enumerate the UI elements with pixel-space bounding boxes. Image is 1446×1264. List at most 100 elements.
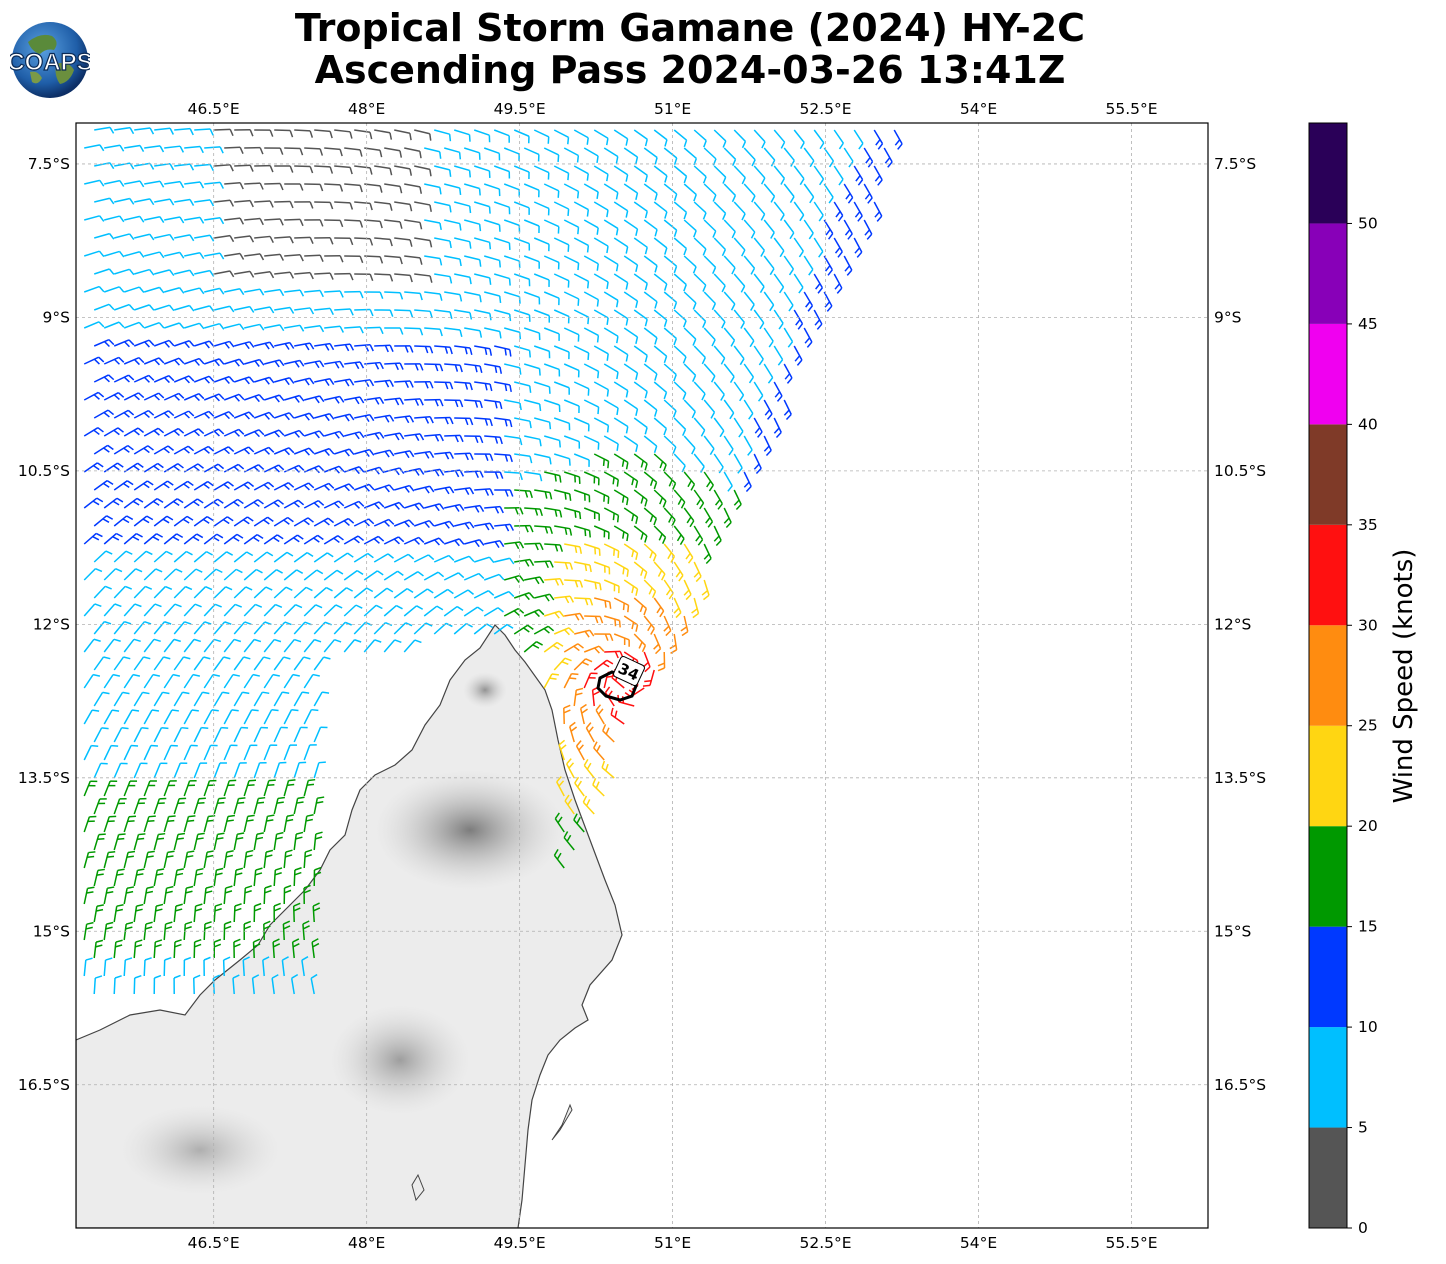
wind-barb (243, 533, 264, 545)
wind-barb (133, 480, 154, 491)
wind-barb (133, 515, 154, 527)
wind-barb (474, 417, 493, 427)
wind-barb (183, 533, 204, 545)
wind-barb (173, 797, 187, 815)
wind-barb (623, 615, 639, 632)
wind-barb (403, 536, 425, 545)
wind-barb (493, 237, 511, 250)
wind-barb (93, 868, 105, 887)
wind-barb (233, 867, 244, 887)
wind-barb (303, 884, 311, 905)
wind-barb (384, 362, 404, 371)
wind-barb (263, 885, 272, 905)
lat-tick-label-left: 12°S (33, 615, 70, 633)
wind-barb (183, 603, 202, 617)
wind-barb (293, 447, 315, 456)
wind-barb (394, 345, 414, 353)
wind-barb (703, 543, 712, 565)
wind-barb (113, 339, 135, 348)
wind-barb (193, 867, 204, 887)
wind-barb (193, 375, 215, 384)
wind-barb (183, 709, 199, 725)
wind-barb (93, 409, 115, 419)
wind-barb (413, 588, 434, 599)
wind-barb (253, 867, 263, 887)
wind-barb (333, 517, 355, 527)
lat-tick-label-right: 16.5°S (1214, 1076, 1266, 1094)
wind-barb (153, 339, 175, 348)
wind-barb (793, 309, 804, 330)
wind-barb (653, 417, 668, 436)
wind-barb (533, 625, 555, 635)
wind-barb (603, 291, 619, 308)
wind-barb (183, 850, 195, 869)
wind-barb (123, 568, 143, 581)
wind-barb (642, 669, 655, 687)
wind-barb (613, 165, 629, 182)
colorbar-bin (1309, 1027, 1347, 1128)
wind-barb (693, 417, 706, 437)
wind-barb (133, 656, 151, 671)
wind-barb (214, 234, 235, 243)
madagascar-land (76, 624, 623, 1228)
wind-barb (553, 237, 570, 252)
wind-barb (713, 489, 723, 510)
wind-barb (813, 129, 825, 150)
wind-barb (464, 470, 484, 479)
wind-barb (683, 291, 697, 310)
wind-barb (463, 147, 481, 160)
wind-barb (433, 554, 455, 563)
wind-barb (104, 215, 125, 223)
wind-barb (553, 417, 571, 431)
wind-barb (113, 515, 134, 527)
wind-barb (424, 147, 442, 159)
wind-barb (373, 518, 395, 527)
wind-barb (274, 306, 295, 314)
gridlines (76, 123, 1208, 1228)
wind-barb (454, 129, 471, 142)
wind-barb (251, 974, 260, 995)
wind-barb (123, 321, 145, 329)
wind-barb (484, 363, 503, 374)
wind-barb (423, 605, 444, 617)
wind-barb (223, 779, 237, 797)
wind-barb (333, 483, 355, 492)
wind-barb (223, 920, 232, 941)
wind-barb (304, 254, 324, 262)
wind-barb (143, 533, 163, 545)
wind-barb (653, 633, 662, 655)
wind-barb (174, 127, 194, 136)
wind-barb (263, 709, 279, 725)
lon-tick-label-top: 48°E (348, 100, 385, 118)
wind-barb (123, 392, 145, 401)
wind-barb (653, 201, 668, 219)
wind-barb (523, 147, 540, 162)
wind-barb (583, 507, 600, 521)
wind-barb (313, 796, 325, 815)
wind-barb (283, 569, 304, 581)
wind-barb (873, 129, 884, 150)
wind-barb (133, 620, 152, 635)
wind-barb (294, 342, 315, 351)
wind-barb (114, 268, 135, 276)
wind-barb (743, 183, 756, 203)
wind-barb (284, 183, 304, 191)
wind-barb (783, 291, 794, 312)
wind-barb (657, 651, 666, 672)
lat-tick-label-left: 16.5°S (18, 1076, 70, 1094)
wind-barb (823, 255, 833, 276)
wind-barb (464, 504, 485, 513)
wind-barb (723, 147, 737, 167)
colorbar-bin (1309, 424, 1347, 525)
colorbar-frame (1308, 122, 1348, 1229)
wind-barb (344, 396, 365, 405)
wind-barb (123, 850, 136, 869)
wind-barb (603, 579, 620, 594)
wind-barb (213, 656, 231, 671)
wind-barb (153, 621, 172, 635)
wind-barb (583, 219, 599, 235)
wind-barb (414, 345, 434, 354)
wind-barb (224, 288, 245, 296)
wind-barb (133, 797, 147, 815)
wind-barb (374, 273, 394, 282)
